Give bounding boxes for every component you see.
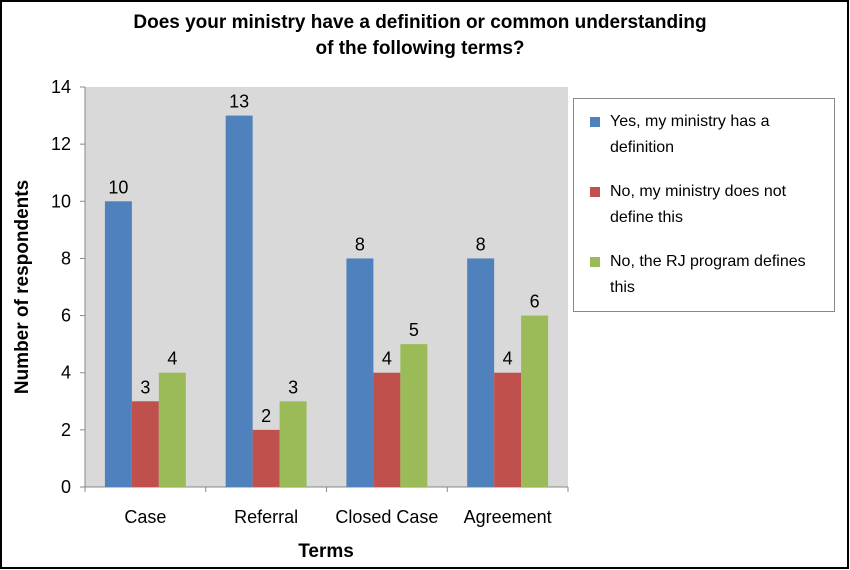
bar <box>494 372 522 487</box>
y-tick-label: 4 <box>61 363 71 383</box>
legend-label: Yes, my ministry has a definition <box>610 113 770 156</box>
x-tick-label: Agreement <box>464 507 552 527</box>
bar <box>104 201 132 488</box>
data-label: 4 <box>382 349 392 369</box>
data-label: 4 <box>503 349 513 369</box>
bar <box>346 258 374 487</box>
bar <box>279 401 307 487</box>
legend: Yes, my ministry has a definition No, my … <box>573 98 835 312</box>
y-axis-label: Number of respondents <box>12 180 33 394</box>
y-tick-label: 12 <box>51 134 71 154</box>
data-label: 13 <box>229 92 249 112</box>
x-tick-label: Case <box>124 507 166 527</box>
bar <box>467 258 495 487</box>
x-tick-label: Closed Case <box>335 507 438 527</box>
bar <box>373 372 401 487</box>
bar <box>521 315 549 487</box>
data-label: 8 <box>476 234 486 254</box>
x-tick-label: Referral <box>234 507 298 527</box>
legend-swatch <box>590 187 600 197</box>
data-label: 10 <box>108 177 128 197</box>
legend-label: No, my ministry does not define this <box>610 183 787 226</box>
data-label: 4 <box>167 349 177 369</box>
bar <box>252 429 280 487</box>
legend-swatch <box>590 117 600 127</box>
y-tick-label: 2 <box>61 420 71 440</box>
x-axis-label: Terms <box>298 541 354 562</box>
y-tick-label: 10 <box>51 191 71 211</box>
legend-label: No, the RJ program defines this <box>610 253 806 296</box>
data-label: 8 <box>355 234 365 254</box>
y-tick-label: 0 <box>61 477 71 497</box>
bar <box>131 401 159 487</box>
chart-title: Does your ministry have a definition or … <box>133 12 706 33</box>
y-tick-label: 8 <box>61 248 71 268</box>
bar <box>225 115 253 488</box>
data-label: 3 <box>140 377 150 397</box>
legend-swatch <box>590 257 600 267</box>
bar <box>400 344 428 487</box>
legend-item: Yes, my ministry has a definition <box>588 109 826 179</box>
legend-item: No, the RJ program defines this <box>588 249 826 319</box>
legend-item: No, my ministry does not define this <box>588 179 826 249</box>
data-label: 2 <box>261 406 271 426</box>
chart-title: of the following terms? <box>316 38 525 59</box>
y-tick-label: 6 <box>61 306 71 326</box>
y-tick-label: 14 <box>51 77 71 97</box>
data-label: 6 <box>530 292 540 312</box>
data-label: 5 <box>409 320 419 340</box>
data-label: 3 <box>288 377 298 397</box>
bar <box>158 372 186 487</box>
